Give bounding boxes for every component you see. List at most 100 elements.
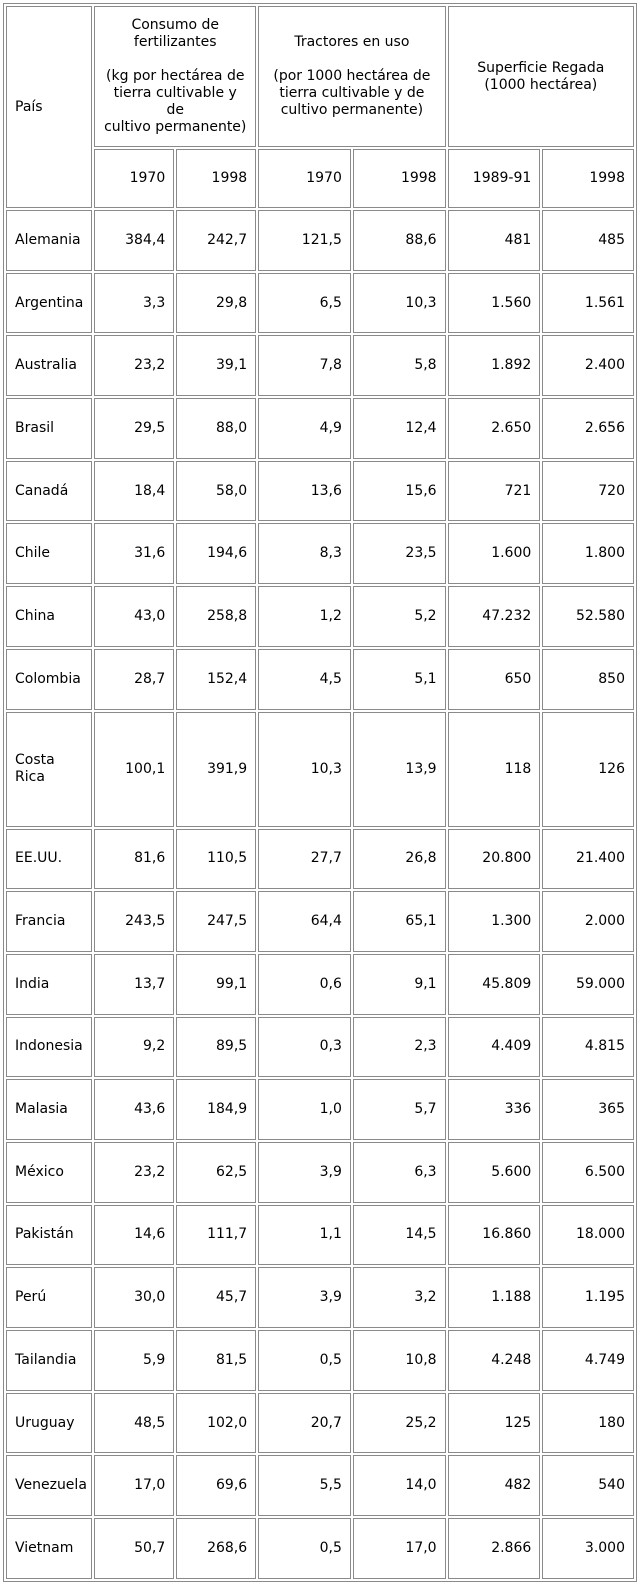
value-cell: 7,8 <box>258 335 351 397</box>
value-cell: 4,5 <box>258 648 351 710</box>
value-cell: 14,0 <box>352 1455 446 1517</box>
table-row: Costa Rica 100,1 391,9 10,3 13,9 118 126 <box>6 711 634 827</box>
table-row: Perú 30,0 45,7 3,9 3,2 1.188 1.195 <box>6 1267 634 1328</box>
value-cell: 8,3 <box>258 523 351 585</box>
table-row: Argentina 3,3 29,8 6,5 10,3 1.560 1.561 <box>6 272 634 334</box>
value-cell: 481 <box>447 210 541 271</box>
value-cell: 5,2 <box>352 586 446 647</box>
value-cell: 58,0 <box>176 460 257 522</box>
value-cell: 47.232 <box>447 586 541 647</box>
value-cell: 4,9 <box>258 398 351 459</box>
value-cell: 9,1 <box>352 953 446 1015</box>
value-cell: 4.749 <box>542 1330 634 1391</box>
value-cell: 100,1 <box>94 711 175 827</box>
country-cell: China <box>6 586 93 647</box>
table-row: Brasil 29,5 88,0 4,9 12,4 2.650 2.656 <box>6 398 634 459</box>
value-cell: 99,1 <box>176 953 257 1015</box>
value-cell: 0,5 <box>258 1518 351 1579</box>
value-cell: 20.800 <box>447 828 541 890</box>
value-cell: 10,3 <box>258 711 351 827</box>
value-cell: 65,1 <box>352 891 446 952</box>
value-cell: 10,8 <box>352 1330 446 1391</box>
country-cell: Canadá <box>6 460 93 522</box>
value-cell: 111,7 <box>176 1204 257 1266</box>
country-cell: Vietnam <box>6 1518 93 1579</box>
value-cell: 5,5 <box>258 1455 351 1517</box>
value-cell: 15,6 <box>352 460 446 522</box>
value-cell: 391,9 <box>176 711 257 827</box>
value-cell: 30,0 <box>94 1267 175 1328</box>
country-cell: Costa Rica <box>6 711 93 827</box>
year-header: 1998 <box>542 149 634 208</box>
year-header: 1998 <box>352 149 446 208</box>
table-row: Vietnam 50,7 268,6 0,5 17,0 2.866 3.000 <box>6 1518 634 1579</box>
country-cell: Malasia <box>6 1079 93 1140</box>
value-cell: 18,4 <box>94 460 175 522</box>
header-fertilizer: Consumo de fertilizantes (kg por hectáre… <box>94 6 257 147</box>
year-header: 1970 <box>258 149 351 208</box>
value-cell: 126 <box>542 711 634 827</box>
value-cell: 3,9 <box>258 1141 351 1203</box>
table-row: Venezuela 17,0 69,6 5,5 14,0 482 540 <box>6 1455 634 1517</box>
value-cell: 29,8 <box>176 272 257 334</box>
value-cell: 121,5 <box>258 210 351 271</box>
year-header: 1970 <box>94 149 175 208</box>
value-cell: 152,4 <box>176 648 257 710</box>
year-header: 1998 <box>176 149 257 208</box>
value-cell: 14,6 <box>94 1204 175 1266</box>
value-cell: 45.809 <box>447 953 541 1015</box>
value-cell: 64,4 <box>258 891 351 952</box>
table-row: Australia 23,2 39,1 7,8 5,8 1.892 2.400 <box>6 335 634 397</box>
value-cell: 2.656 <box>542 398 634 459</box>
value-cell: 43,6 <box>94 1079 175 1140</box>
value-cell: 482 <box>447 1455 541 1517</box>
value-cell: 720 <box>542 460 634 522</box>
country-cell: Colombia <box>6 648 93 710</box>
value-cell: 102,0 <box>176 1392 257 1454</box>
value-cell: 62,5 <box>176 1141 257 1203</box>
country-cell: EE.UU. <box>6 828 93 890</box>
value-cell: 43,0 <box>94 586 175 647</box>
value-cell: 6,5 <box>258 272 351 334</box>
header-tractors: Tractores en uso (por 1000 hectárea de t… <box>258 6 446 147</box>
value-cell: 184,9 <box>176 1079 257 1140</box>
value-cell: 1.561 <box>542 272 634 334</box>
value-cell: 2.400 <box>542 335 634 397</box>
value-cell: 2.650 <box>447 398 541 459</box>
value-cell: 0,5 <box>258 1330 351 1391</box>
value-cell: 23,2 <box>94 335 175 397</box>
table-row: Uruguay 48,5 102,0 20,7 25,2 125 180 <box>6 1392 634 1454</box>
value-cell: 25,2 <box>352 1392 446 1454</box>
table-row: Tailandia 5,9 81,5 0,5 10,8 4.248 4.749 <box>6 1330 634 1391</box>
country-cell: Pakistán <box>6 1204 93 1266</box>
value-cell: 1.300 <box>447 891 541 952</box>
table-row: Francia 243,5 247,5 64,4 65,1 1.300 2.000 <box>6 891 634 952</box>
country-cell: Alemania <box>6 210 93 271</box>
value-cell: 12,4 <box>352 398 446 459</box>
value-cell: 59.000 <box>542 953 634 1015</box>
value-cell: 16.860 <box>447 1204 541 1266</box>
value-cell: 268,6 <box>176 1518 257 1579</box>
value-cell: 243,5 <box>94 891 175 952</box>
table-row: Pakistán 14,6 111,7 1,1 14,5 16.860 18.000 <box>6 1204 634 1266</box>
value-cell: 242,7 <box>176 210 257 271</box>
value-cell: 384,4 <box>94 210 175 271</box>
value-cell: 9,2 <box>94 1016 175 1078</box>
value-cell: 26,8 <box>352 828 446 890</box>
value-cell: 0,6 <box>258 953 351 1015</box>
value-cell: 6.500 <box>542 1141 634 1203</box>
value-cell: 336 <box>447 1079 541 1140</box>
value-cell: 50,7 <box>94 1518 175 1579</box>
value-cell: 1.800 <box>542 523 634 585</box>
header-row-years: 1970 1998 1970 1998 1989-91 1998 <box>6 149 634 208</box>
value-cell: 23,2 <box>94 1141 175 1203</box>
table-row: EE.UU. 81,6 110,5 27,7 26,8 20.800 21.400 <box>6 828 634 890</box>
value-cell: 365 <box>542 1079 634 1140</box>
value-cell: 540 <box>542 1455 634 1517</box>
value-cell: 4.248 <box>447 1330 541 1391</box>
value-cell: 39,1 <box>176 335 257 397</box>
table-row: Alemania 384,4 242,7 121,5 88,6 481 485 <box>6 210 634 271</box>
country-cell: Perú <box>6 1267 93 1328</box>
value-cell: 3,2 <box>352 1267 446 1328</box>
value-cell: 110,5 <box>176 828 257 890</box>
